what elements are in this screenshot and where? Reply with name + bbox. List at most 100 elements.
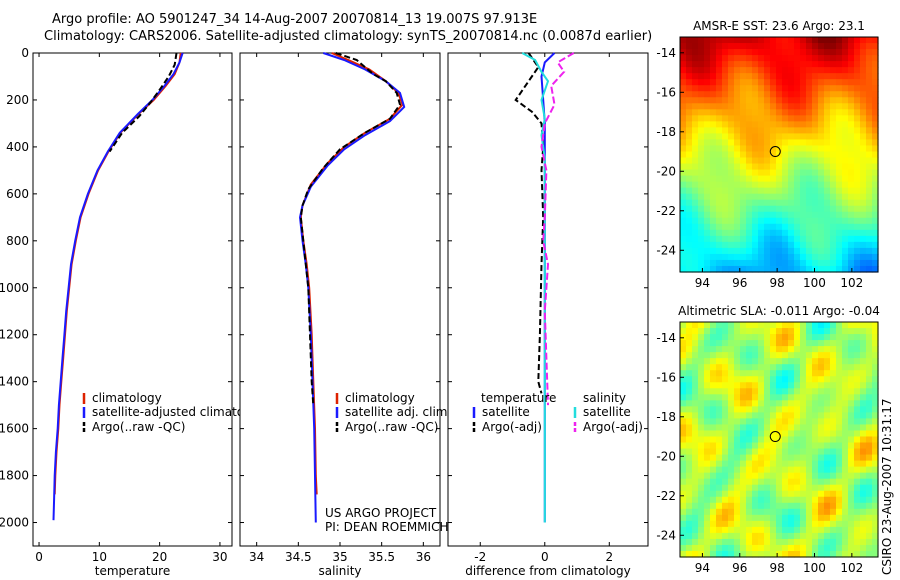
map-cell xyxy=(872,412,879,420)
map-cell xyxy=(680,79,687,86)
map-cell xyxy=(812,217,819,225)
map-cell xyxy=(752,352,759,359)
map-cell xyxy=(788,223,795,231)
map-cell xyxy=(704,346,711,353)
map-cell xyxy=(788,508,795,516)
map-cell xyxy=(812,538,819,546)
map-cell xyxy=(836,205,843,213)
map-cell xyxy=(806,79,813,86)
map-cell xyxy=(824,175,831,183)
map-cell xyxy=(860,109,867,116)
map-cell xyxy=(866,79,873,86)
map-cell xyxy=(746,442,753,450)
map-cell xyxy=(806,334,813,341)
map-cell xyxy=(686,514,693,522)
map-cell xyxy=(812,526,819,534)
map-cell xyxy=(830,37,837,44)
map-cell xyxy=(776,418,783,426)
map-cell xyxy=(704,181,711,189)
map-cell xyxy=(824,259,831,267)
map-cell xyxy=(716,478,723,486)
map-cell xyxy=(740,127,747,135)
map-cell xyxy=(764,91,771,98)
map-cell xyxy=(746,73,753,80)
map-cell xyxy=(866,67,873,74)
map-cell xyxy=(782,424,789,432)
map-cell xyxy=(872,460,879,468)
map-cell xyxy=(722,145,729,153)
map-cell xyxy=(842,508,849,516)
map-cell xyxy=(794,175,801,183)
map-cell xyxy=(758,322,765,329)
map-cell xyxy=(854,115,861,122)
map-cell xyxy=(818,217,825,225)
map-cell xyxy=(842,346,849,353)
map-cell xyxy=(734,424,741,432)
map-cell xyxy=(806,115,813,122)
map-cell xyxy=(740,229,747,237)
map-cell xyxy=(800,472,807,480)
map-cell xyxy=(692,460,699,468)
map-cell xyxy=(722,67,729,74)
map-cell xyxy=(818,157,825,165)
map-cell xyxy=(818,544,825,552)
map-cell xyxy=(866,322,873,329)
map-cell xyxy=(692,496,699,504)
map-cell xyxy=(740,205,747,213)
map-cell xyxy=(800,394,807,401)
map-cell xyxy=(740,388,747,395)
map-cell xyxy=(872,364,879,371)
map-cell xyxy=(860,91,867,98)
map-cell xyxy=(848,85,855,92)
map-cell xyxy=(752,91,759,98)
map-cell xyxy=(794,538,801,546)
map-cell xyxy=(716,424,723,432)
map-cell xyxy=(818,496,825,504)
map-cell xyxy=(704,460,711,468)
map-cell xyxy=(758,334,765,341)
map-cell xyxy=(800,199,807,207)
map-cell xyxy=(830,496,837,504)
map-cell xyxy=(758,205,765,213)
map-cell xyxy=(842,193,849,201)
map-cell xyxy=(686,502,693,510)
map-cell xyxy=(686,37,693,44)
map-cell xyxy=(728,484,735,492)
map-cell xyxy=(686,388,693,395)
map-cell xyxy=(818,73,825,80)
map-cell xyxy=(698,418,705,426)
map-cell xyxy=(842,520,849,528)
map-cell xyxy=(836,247,843,255)
map-cell xyxy=(824,145,831,153)
map-cell xyxy=(806,358,813,365)
map-cell xyxy=(836,496,843,504)
map-cell xyxy=(770,376,777,383)
map-cell xyxy=(764,229,771,237)
map-cell xyxy=(830,478,837,486)
map-cell xyxy=(728,352,735,359)
map-cell xyxy=(788,229,795,237)
map-cell xyxy=(830,514,837,522)
map-cell xyxy=(794,199,801,207)
map-cell xyxy=(764,187,771,195)
map-cell xyxy=(848,199,855,207)
map-cell xyxy=(752,37,759,44)
map-cell xyxy=(824,442,831,450)
map-cell xyxy=(680,328,687,335)
map-cell xyxy=(830,340,837,347)
map-cell xyxy=(728,181,735,189)
map-cell xyxy=(800,97,807,104)
map-cell xyxy=(728,358,735,365)
map-cell xyxy=(854,79,861,86)
map-cell xyxy=(698,145,705,153)
map-cell xyxy=(692,67,699,74)
map-cell xyxy=(758,442,765,450)
map-cell xyxy=(848,544,855,552)
map-cell xyxy=(728,466,735,474)
map-cell xyxy=(794,448,801,456)
map-cell xyxy=(836,358,843,365)
map-cell xyxy=(800,79,807,86)
map-cell xyxy=(734,544,741,552)
map-cell xyxy=(740,472,747,480)
map-cell xyxy=(704,103,711,110)
